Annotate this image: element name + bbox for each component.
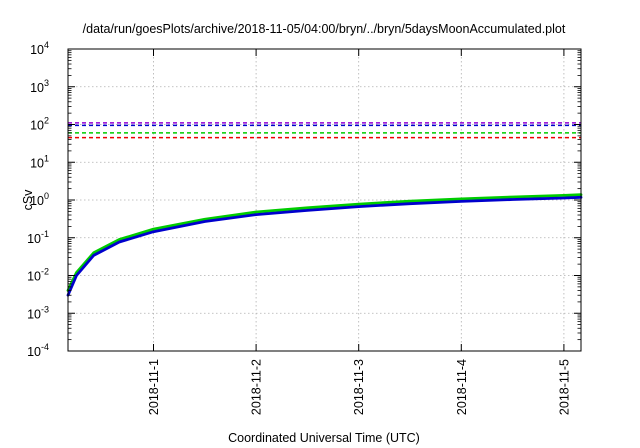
grid <box>68 49 581 351</box>
x-tick-label: 2018-11-1 <box>147 359 161 415</box>
y-tick-label: 10-4 <box>27 342 49 359</box>
y-tick-label: 101 <box>30 153 49 170</box>
y-tick-label: 102 <box>30 116 49 133</box>
y-axis-label: cSv <box>21 189 35 211</box>
y-tick-label: 10-1 <box>27 229 49 246</box>
series-line <box>66 195 583 297</box>
series-lines <box>66 193 583 297</box>
x-tick-label: 2018-11-2 <box>250 359 264 415</box>
x-axis-label: Coordinated Universal Time (UTC) <box>228 431 420 445</box>
x-tick-labels: 2018-11-1 2018-11-2 2018-11-3 2018-11-4 2018… <box>147 359 571 415</box>
x-tick-label: 2018-11-4 <box>455 359 469 415</box>
x-tick-label: 2018-11-5 <box>557 359 571 415</box>
y-tick-label: 104 <box>30 40 49 57</box>
series-line <box>66 193 583 292</box>
y-tick-label: 103 <box>30 78 49 95</box>
x-tick-label: 2018-11-3 <box>352 359 366 415</box>
axis-ticks <box>68 48 581 352</box>
y-tick-label: 10-3 <box>27 304 49 321</box>
y-tick-label: 10-2 <box>27 267 49 284</box>
threshold-lines <box>68 122 581 139</box>
chart-title: /data/run/goesPlots/archive/2018-11-05/0… <box>83 22 566 36</box>
